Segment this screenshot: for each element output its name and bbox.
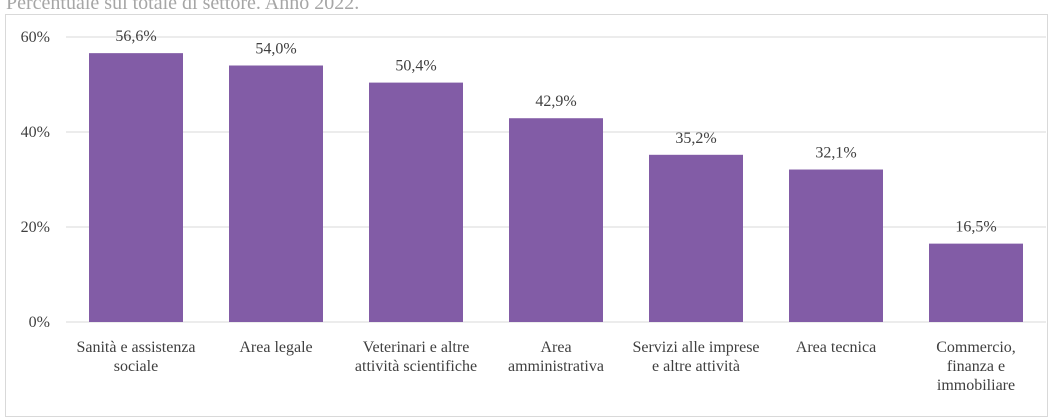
value-label: 35,2%	[675, 130, 716, 147]
x-tick-label: Area legale	[239, 339, 313, 356]
value-label: 56,6%	[115, 28, 156, 45]
x-tick-label: Area amministrativa	[508, 339, 604, 375]
bar	[369, 82, 463, 322]
y-tick-label: 60%	[21, 29, 50, 46]
x-tick-label: Veterinari e altre attività scientifiche	[354, 339, 478, 375]
y-tick-label: 40%	[21, 124, 50, 141]
value-label: 54,0%	[255, 41, 296, 58]
value-label: 50,4%	[395, 58, 436, 75]
bar	[89, 53, 183, 323]
value-label: 32,1%	[815, 145, 856, 162]
y-tick-label: 20%	[21, 219, 50, 236]
bar	[649, 154, 743, 322]
bar	[509, 118, 603, 322]
value-label: 16,5%	[955, 219, 996, 236]
x-tick-label: Area tecnica	[795, 339, 877, 356]
x-tick-label: Commercio, finanza e immobiliare	[936, 339, 1016, 394]
value-label: 42,9%	[535, 93, 576, 110]
chart-border	[5, 14, 1048, 417]
bar	[929, 243, 1023, 322]
chart-subtitle: Percentuale sul totale di settore. Anno …	[6, 0, 359, 14]
bar	[229, 65, 323, 322]
x-tick-label: Servizi alle imprese e altre attività	[632, 339, 760, 375]
y-tick-label: 0%	[29, 314, 50, 331]
bar	[789, 169, 883, 322]
x-tick-label: Sanità e assistenza sociale	[76, 339, 196, 375]
